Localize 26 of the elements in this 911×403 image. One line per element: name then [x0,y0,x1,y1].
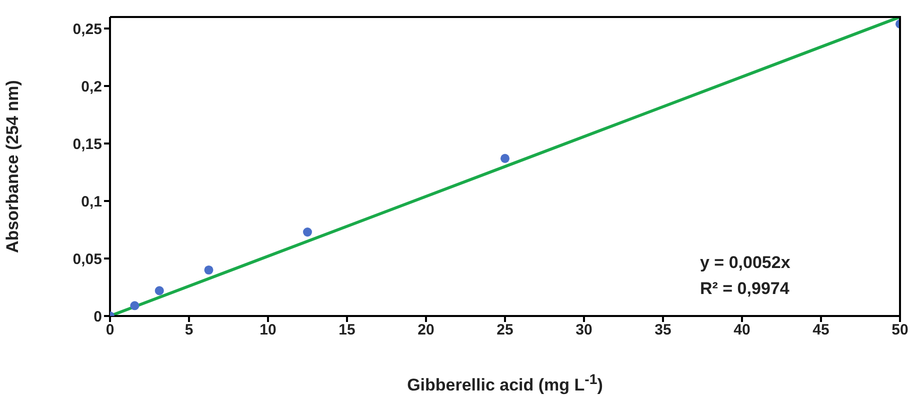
y-tick-label: 0,15 [72,136,102,153]
point [302,228,312,237]
x-tick-label: 20 [418,322,434,339]
x-tick-label: 35 [654,322,672,339]
point [154,286,164,296]
x-tick-label: 15 [338,322,356,339]
x-tick-label: 50 [892,322,908,339]
x-tick-label: 45 [812,322,830,339]
y-tick-label: 0,25 [72,20,102,38]
y-tick-label: 0,2 [81,78,102,96]
x-tick-label: 5 [184,322,194,339]
x-tick-label: 25 [496,322,514,339]
y-tick-label: 0,05 [72,250,102,268]
y-tick-label: 0,1 [81,193,102,210]
point [500,154,510,163]
y-axis-title: Absorbance (254 nm) [3,80,22,253]
x-tick-label: 0 [106,322,114,339]
x-tick-label: 10 [260,322,276,339]
x-tick-label: 40 [734,322,750,339]
annotation: R² = 0,9974 [700,278,790,300]
annotation: y = 0,0052x [700,252,790,274]
point [130,301,140,310]
point [204,265,214,275]
x-axis-title: Gibberellic acid (mg L$^{-1}$) [406,372,604,396]
y-tick-label: 0 [94,308,102,326]
x-tick-label: 30 [576,322,592,339]
